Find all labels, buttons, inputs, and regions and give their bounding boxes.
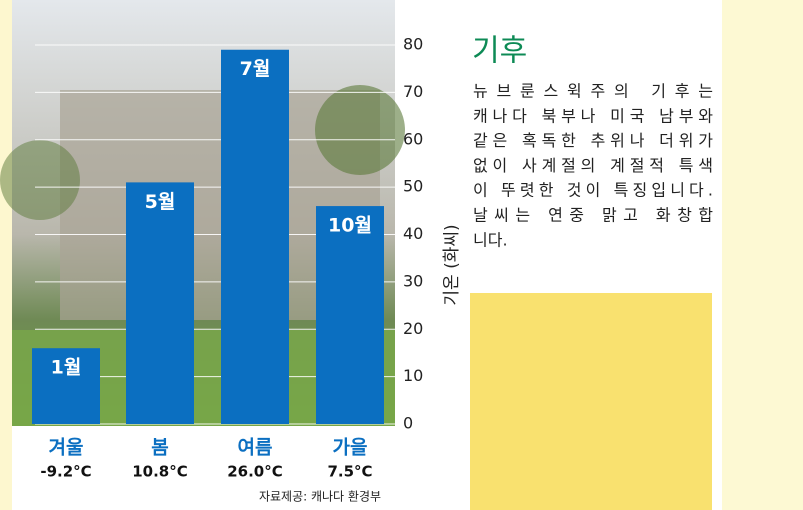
y-tick-label: 20 bbox=[403, 319, 423, 338]
season-temp: -9.2°C bbox=[40, 463, 91, 481]
article-line: 날씨는 연중 맑고 화창합 bbox=[473, 206, 713, 225]
photo-tree bbox=[315, 85, 405, 175]
y-tick-label: 50 bbox=[403, 177, 423, 196]
bar-label: 7월 bbox=[240, 58, 271, 80]
side-panel bbox=[722, 0, 803, 510]
season-temp: 10.8°C bbox=[132, 463, 188, 481]
y-tick-label: 30 bbox=[403, 271, 423, 290]
source-note: 자료제공: 캐나다 환경부 bbox=[259, 490, 381, 504]
article-line: 뉴브룬스윅주의 기후는 bbox=[473, 82, 713, 101]
bar-label: 5월 bbox=[145, 191, 176, 213]
y-tick-label: 70 bbox=[403, 82, 423, 101]
bar-label: 10월 bbox=[328, 215, 372, 237]
season-label: 봄 bbox=[151, 437, 168, 459]
photo-tree bbox=[0, 140, 80, 220]
bar-label: 1월 bbox=[51, 357, 82, 379]
article-title: 기후 bbox=[472, 34, 527, 69]
y-tick-label: 0 bbox=[403, 414, 413, 433]
left-strip bbox=[0, 0, 12, 510]
article-line: 없이 사계절의 계절적 특색 bbox=[473, 156, 713, 175]
article-line: 캐나다 북부나 미국 남부와 bbox=[473, 106, 713, 125]
article-line: 이 뚜렷한 것이 특징입니다. bbox=[473, 181, 713, 200]
season-temp: 26.0°C bbox=[227, 463, 283, 481]
y-tick-label: 40 bbox=[403, 224, 423, 243]
yellow-box bbox=[470, 293, 712, 510]
y-tick-label: 80 bbox=[403, 35, 423, 54]
season-label: 가을 bbox=[333, 437, 368, 459]
page: 자료제공: 캐나다 환경부 기온 (화씨) 기후 0 10 20 30 40 50 60 70… bbox=[0, 0, 803, 510]
article-line: 같은 혹독한 추위나 더위가 bbox=[473, 131, 713, 150]
y-tick-label: 10 bbox=[403, 366, 423, 385]
y-tick-label: 60 bbox=[403, 129, 423, 148]
bar bbox=[221, 50, 289, 424]
y-axis-label: 기온 (화씨) bbox=[442, 224, 462, 305]
season-label: 겨울 bbox=[49, 437, 84, 459]
bar bbox=[126, 182, 194, 424]
season-temp: 7.5°C bbox=[327, 463, 372, 481]
article-line: 니다. bbox=[473, 230, 508, 249]
season-label: 여름 bbox=[238, 437, 273, 459]
bar bbox=[316, 206, 384, 424]
